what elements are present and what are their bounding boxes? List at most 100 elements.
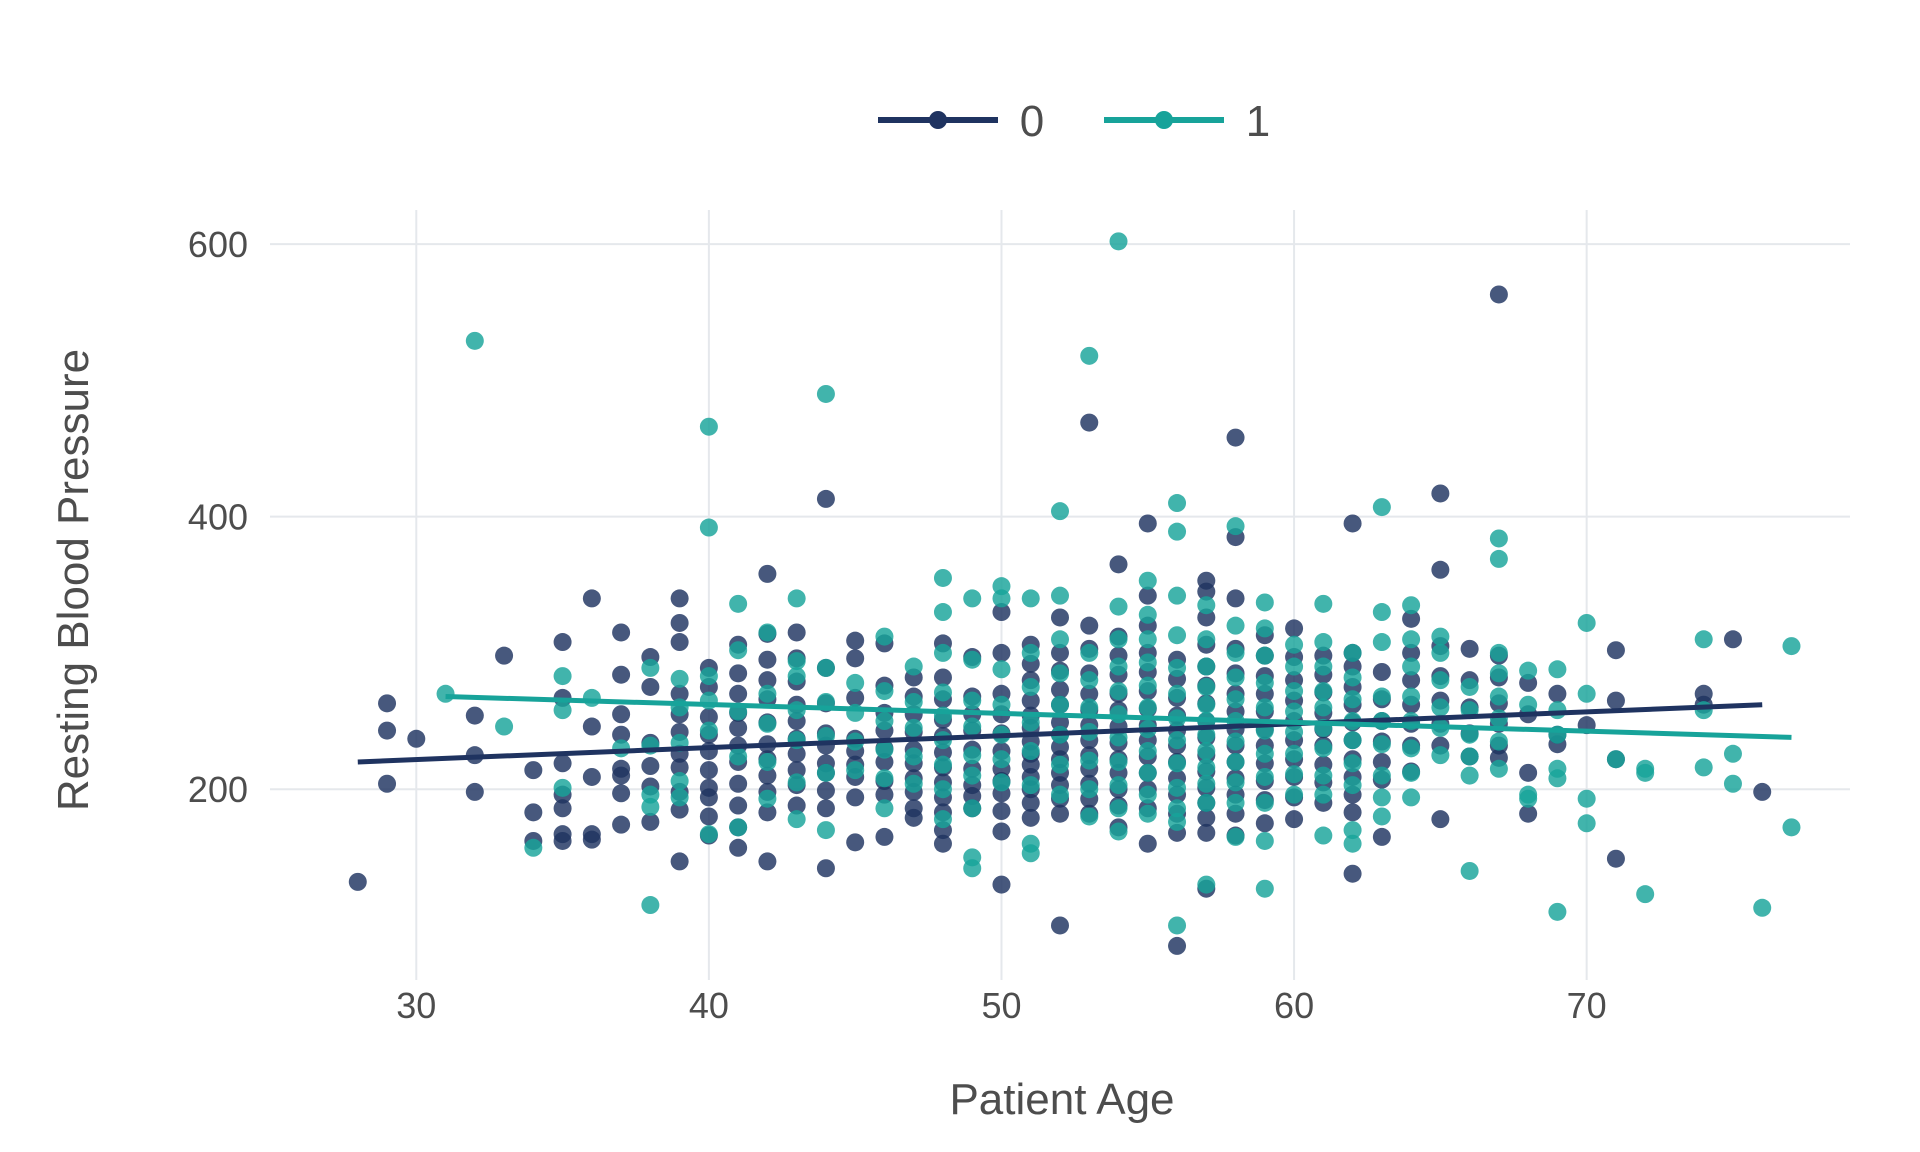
data-point bbox=[1343, 731, 1362, 750]
data-point bbox=[875, 740, 894, 759]
data-point bbox=[758, 650, 777, 669]
data-point bbox=[1519, 661, 1538, 680]
data-point bbox=[1080, 671, 1099, 690]
data-point bbox=[1255, 744, 1274, 763]
data-point bbox=[933, 668, 952, 687]
data-point bbox=[1372, 788, 1391, 807]
data-point bbox=[787, 701, 806, 720]
series-1-trend-line bbox=[445, 694, 1792, 740]
data-point bbox=[963, 746, 982, 765]
data-point bbox=[1021, 808, 1040, 827]
data-point bbox=[1021, 691, 1040, 710]
data-point bbox=[729, 718, 748, 737]
data-point bbox=[1402, 643, 1421, 662]
legend-label: 1 bbox=[1246, 97, 1270, 146]
data-point bbox=[1197, 695, 1216, 714]
data-point bbox=[816, 821, 835, 840]
data-point bbox=[1372, 752, 1391, 771]
data-point bbox=[1168, 936, 1187, 955]
data-point bbox=[1109, 597, 1128, 616]
data-point bbox=[1051, 680, 1069, 699]
legend-item-0: 0 bbox=[878, 97, 1044, 146]
data-point bbox=[1051, 804, 1069, 823]
data-point bbox=[1226, 668, 1245, 687]
data-point bbox=[670, 788, 689, 807]
data-point bbox=[846, 631, 865, 650]
data-point bbox=[846, 833, 865, 852]
data-point bbox=[992, 643, 1011, 662]
data-point bbox=[1402, 630, 1421, 649]
data-point bbox=[670, 758, 689, 777]
data-point bbox=[1138, 514, 1157, 533]
data-point bbox=[992, 660, 1011, 679]
data-point bbox=[1694, 701, 1713, 720]
data-point bbox=[787, 810, 806, 829]
data-point bbox=[1314, 682, 1333, 701]
data-point bbox=[933, 643, 952, 662]
data-point bbox=[787, 589, 806, 608]
data-point bbox=[670, 669, 689, 688]
data-point bbox=[1109, 657, 1128, 676]
data-point bbox=[1138, 834, 1157, 853]
x-tick-label: 50 bbox=[981, 985, 1021, 1026]
data-point bbox=[1168, 494, 1187, 513]
data-point bbox=[1431, 484, 1450, 503]
data-point bbox=[699, 518, 718, 537]
data-point bbox=[1226, 616, 1245, 635]
data-point bbox=[1285, 810, 1304, 829]
data-point bbox=[1285, 619, 1304, 638]
data-point bbox=[1314, 826, 1333, 845]
data-point bbox=[846, 673, 865, 692]
data-point bbox=[758, 684, 777, 703]
data-point bbox=[1138, 698, 1157, 717]
data-point bbox=[1226, 773, 1245, 792]
data-point bbox=[1109, 705, 1128, 724]
data-point bbox=[1080, 807, 1099, 826]
data-point bbox=[963, 859, 982, 878]
data-point bbox=[582, 767, 601, 786]
data-point bbox=[1343, 834, 1362, 853]
data-point bbox=[846, 649, 865, 668]
data-point bbox=[816, 658, 835, 677]
data-point bbox=[1197, 774, 1216, 793]
data-point bbox=[1431, 560, 1450, 579]
data-point bbox=[1782, 637, 1801, 656]
data-point bbox=[1080, 780, 1099, 799]
data-point bbox=[1226, 517, 1245, 536]
data-point bbox=[933, 810, 952, 829]
data-point bbox=[758, 564, 777, 583]
data-point bbox=[1168, 522, 1187, 541]
x-tick-label: 70 bbox=[1567, 985, 1607, 1026]
data-point bbox=[992, 822, 1011, 841]
trend-lines bbox=[357, 694, 1792, 765]
data-point bbox=[1343, 690, 1362, 709]
data-point bbox=[348, 872, 367, 891]
data-point bbox=[699, 807, 718, 826]
data-point bbox=[1197, 823, 1216, 842]
data-point bbox=[1372, 498, 1391, 517]
data-point bbox=[1226, 752, 1245, 771]
data-point bbox=[992, 750, 1011, 769]
data-point bbox=[1051, 755, 1069, 774]
data-point bbox=[1021, 742, 1040, 761]
data-point bbox=[1723, 774, 1742, 793]
data-point bbox=[1168, 731, 1187, 750]
data-point bbox=[1168, 812, 1187, 831]
data-point bbox=[1051, 664, 1069, 683]
data-point bbox=[875, 712, 894, 731]
data-point bbox=[1168, 754, 1187, 773]
data-point bbox=[1109, 822, 1128, 841]
data-point bbox=[875, 827, 894, 846]
data-point bbox=[1343, 864, 1362, 883]
data-point bbox=[1372, 827, 1391, 846]
data-point bbox=[992, 589, 1011, 608]
data-point bbox=[1168, 916, 1187, 935]
data-point bbox=[1402, 671, 1421, 690]
data-point bbox=[963, 717, 982, 736]
data-point bbox=[1051, 608, 1069, 627]
data-point bbox=[1431, 746, 1450, 765]
data-point bbox=[1021, 643, 1040, 662]
data-point bbox=[1197, 582, 1216, 601]
data-point bbox=[992, 773, 1011, 792]
data-point bbox=[1021, 793, 1040, 812]
